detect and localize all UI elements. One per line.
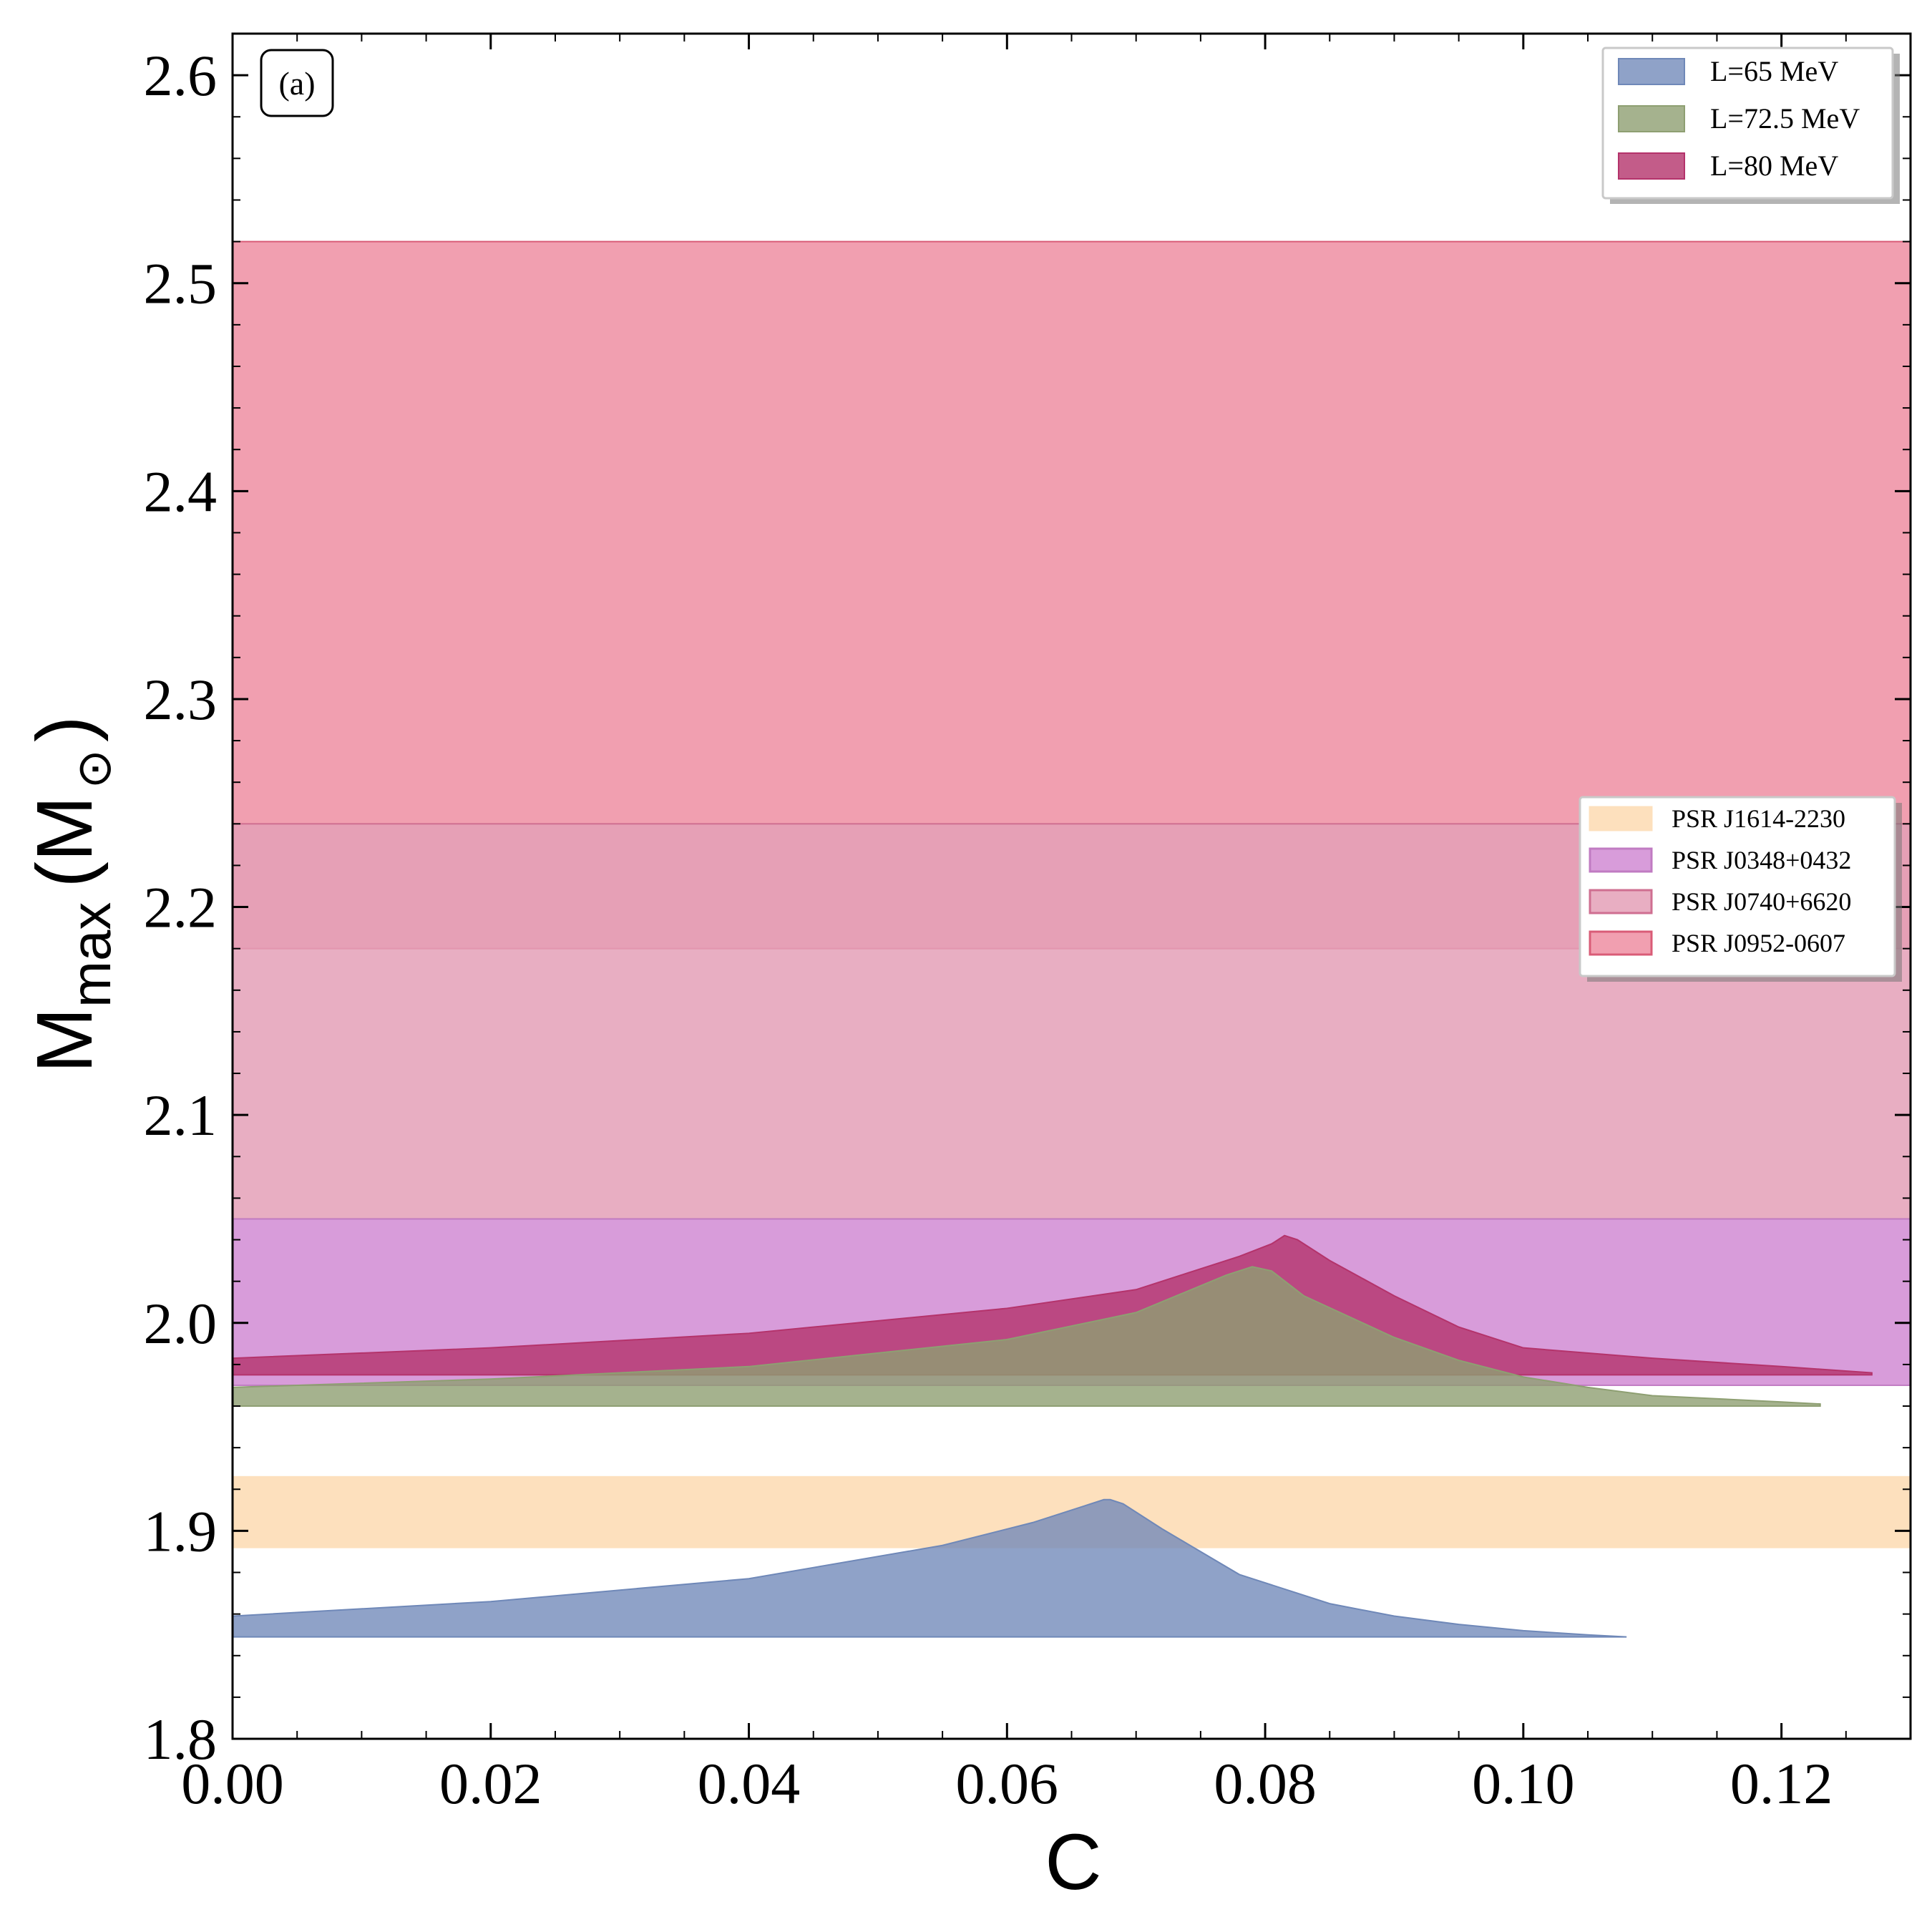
band-legend-label: PSR J0740+6620 — [1672, 887, 1851, 916]
y-axis-label-sub: max — [59, 902, 122, 1008]
panel-label: (a) — [278, 65, 315, 102]
x-tick-label: 0.00 — [181, 1751, 284, 1816]
y-tick-label: 2.6 — [144, 43, 218, 108]
x-tick-label: 0.12 — [1730, 1751, 1833, 1816]
y-tick-label: 1.9 — [144, 1498, 218, 1563]
x-axis-label: C — [1045, 1818, 1101, 1906]
series-legend-swatch — [1618, 152, 1685, 180]
axis-ticks: 0.00 0.02 0.04 0.06 0.08 0.10 0.12 1.8 1.9 2.0 2.1… — [144, 33, 1911, 1816]
series-legend-swatch — [1618, 105, 1685, 132]
y-tick-label: 1.8 — [144, 1707, 218, 1772]
band-legend: PSR J1614-2230 PSR J0348+0432 PSR J0740+66… — [1579, 796, 1902, 982]
panel-label-box: (a) — [260, 49, 334, 117]
x-tick-label: 0.08 — [1214, 1751, 1317, 1816]
x-tick-label: 0.04 — [698, 1751, 801, 1816]
series-area-l-72-5-mev — [232, 1266, 1821, 1407]
sun-symbol: ⊙ — [67, 749, 120, 789]
series-legend-swatch — [1618, 58, 1685, 85]
y-axis-label-unit: (M — [21, 796, 109, 887]
series-area-l-65-mev — [232, 1498, 1627, 1638]
x-tick-label: 0.06 — [956, 1751, 1059, 1816]
y-axis-label: Mmax (M ⊙) — [21, 716, 122, 1073]
y-tick-label: 2.2 — [144, 875, 218, 940]
series-legend-label: L=80 MeV — [1710, 150, 1838, 182]
band-legend-swatch — [1589, 889, 1653, 914]
x-tick-label: 0.10 — [1472, 1751, 1575, 1816]
y-tick-label: 2.1 — [144, 1083, 218, 1148]
y-tick-label: 2.3 — [144, 667, 218, 732]
series-legend-label: L=72.5 MeV — [1710, 102, 1860, 135]
band-legend-label: PSR J0952-0607 — [1672, 929, 1845, 957]
series-area-l-80-mev — [232, 1234, 1873, 1376]
y-axis-label-unit-close: ) — [21, 716, 109, 742]
band-legend-swatch — [1589, 930, 1653, 956]
y-tick-label: 2.4 — [144, 459, 218, 524]
band-legend-label: PSR J0348+0432 — [1672, 846, 1851, 874]
band-legend-swatch — [1589, 847, 1653, 873]
y-axis-label-main: M — [21, 1008, 109, 1073]
band-legend-label: PSR J1614-2230 — [1672, 804, 1845, 833]
y-tick-label: 2.0 — [144, 1291, 218, 1356]
x-tick-label: 0.02 — [439, 1751, 542, 1816]
band-legend-swatch — [1589, 806, 1653, 831]
y-tick-label: 2.5 — [144, 251, 218, 316]
series-legend: L=65 MeV L=72.5 MeV L=80 MeV — [1601, 47, 1900, 204]
series-legend-label: L=65 MeV — [1710, 55, 1838, 87]
svg-text:Mmax(M⊙): Mmax (M ⊙) — [21, 716, 122, 1073]
mass-distribution-series — [232, 1234, 1873, 1638]
